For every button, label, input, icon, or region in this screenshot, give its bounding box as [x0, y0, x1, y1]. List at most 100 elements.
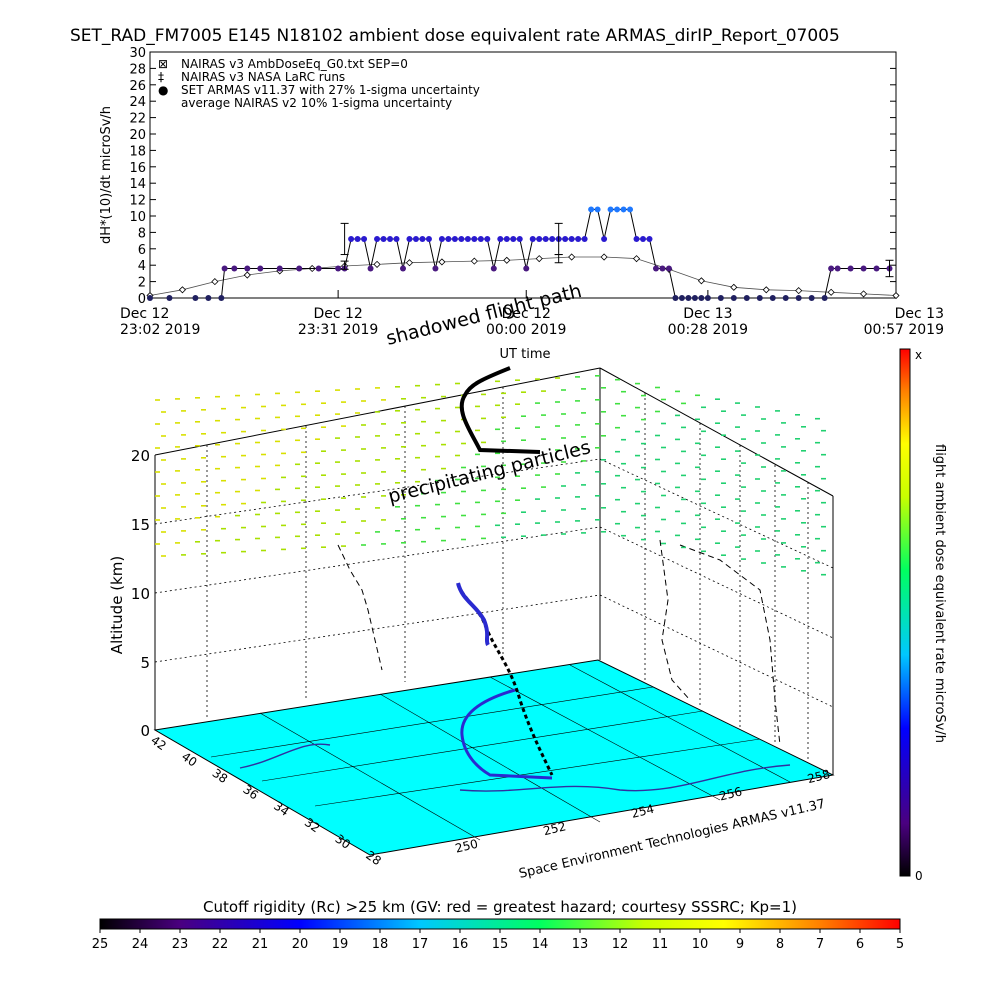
- legend-entry: SET ARMAS v11.37 with 27% 1-sigma uncert…: [181, 83, 480, 97]
- wall-grid: [154, 387, 834, 762]
- armas-point: [497, 235, 504, 242]
- nairas-point: [762, 286, 770, 294]
- y-tick-label: 10: [129, 210, 146, 225]
- nairas-point: [470, 257, 478, 265]
- armas-point: [458, 235, 465, 242]
- colorbar-tick-label: 19: [332, 937, 349, 952]
- x-tick-label-date: Dec 12: [120, 306, 169, 322]
- armas-point: [588, 206, 595, 213]
- ground-track: [239, 743, 791, 792]
- armas-point: [698, 295, 705, 301]
- armas-point: [419, 235, 426, 242]
- armas-point: [795, 295, 802, 301]
- armas-point: [743, 295, 750, 301]
- flight-path-ground-projection: [460, 688, 553, 780]
- ground-grid: [210, 664, 791, 841]
- nairas-point: [795, 287, 803, 295]
- armas-point: [503, 235, 510, 242]
- y-tick-label: 4: [138, 259, 146, 274]
- armas-point: [516, 235, 523, 242]
- flight-3d-panel: shadowed flight path precipitating parti…: [108, 280, 835, 882]
- armas-point: [374, 235, 381, 242]
- z-tick-label: 15: [131, 516, 150, 534]
- bottom-colorbar-ticks: 25 24 23 22 21 20 19 18 17 16 15 14 13 12 11 10 9 8 7 6 5: [92, 929, 904, 952]
- armas-point: [678, 295, 685, 301]
- colorbar-tick-label: 21: [252, 937, 269, 952]
- y-tick-label: 0: [138, 292, 146, 307]
- longitude-tick-label: 258: [806, 767, 832, 786]
- armas-point: [633, 235, 640, 242]
- nairas-point: [600, 253, 608, 261]
- armas-point: [672, 295, 679, 301]
- armas-point: [665, 265, 672, 272]
- armas-point: [361, 235, 368, 242]
- legend-entry: average NAIRAS v2 10% 1-sigma uncertaint…: [181, 96, 452, 110]
- longitude-tick-label: 256: [718, 784, 744, 803]
- armas-point: [445, 235, 452, 242]
- precipitating-particles: [155, 374, 826, 576]
- y-tick-label: 8: [138, 226, 146, 241]
- armas-point: [620, 206, 627, 213]
- wall-top-right: [599, 367, 834, 497]
- armas-point: [367, 265, 374, 272]
- shadow-trace-left: [337, 544, 383, 671]
- colorbar-tick-label: 11: [652, 937, 669, 952]
- z-axis-ticks: 0 5 10 15 20: [131, 447, 150, 740]
- nairas-point: [568, 253, 576, 261]
- armas-point: [484, 235, 491, 242]
- z-tick-label: 5: [140, 654, 150, 672]
- armas-point: [335, 265, 342, 272]
- armas-point: [425, 235, 432, 242]
- z-tick-label: 10: [131, 585, 150, 603]
- armas-point: [354, 235, 361, 242]
- nairas-point: [405, 259, 414, 267]
- armas-point: [834, 265, 841, 272]
- shadow-trace-right: [659, 539, 691, 701]
- armas-point: [218, 295, 225, 301]
- colorbar-tick-label: 20: [292, 937, 309, 952]
- armas-point: [652, 265, 659, 272]
- armas-point: [594, 206, 601, 213]
- armas-point: [231, 265, 238, 272]
- colorbar-tick-label: 18: [372, 937, 389, 952]
- armas-point: [412, 235, 419, 242]
- armas-point: [387, 235, 394, 242]
- bottom-colorbar-title: Cutoff rigidity (Rc) >25 km (GV: red = g…: [203, 898, 797, 916]
- armas-point: [315, 265, 322, 272]
- nairas-point: [178, 286, 187, 294]
- armas-point: [464, 235, 471, 242]
- colorbar-tick-label: 15: [492, 937, 509, 952]
- armas-point: [205, 295, 212, 301]
- nairas-line: [149, 256, 897, 296]
- shadowed-flight-path: [459, 366, 541, 454]
- armas-point: [549, 235, 556, 242]
- armas-point: [646, 235, 653, 242]
- side-colorbar-bottom: 0: [915, 869, 923, 883]
- y-tick-label: 16: [129, 161, 146, 176]
- x-tick-label-time: 00:28 2019: [668, 322, 748, 338]
- longitude-tick-label: 254: [630, 802, 656, 821]
- armas-point: [523, 265, 530, 272]
- armas-point: [257, 265, 264, 272]
- x-axis-label: UT time: [500, 347, 551, 362]
- armas-point: [380, 235, 387, 242]
- y-tick-label: 22: [129, 112, 146, 127]
- z-tick-label: 0: [140, 722, 150, 740]
- nairas-point: [892, 291, 900, 300]
- flight-path-cruise: [456, 582, 490, 647]
- side-colorbar-label: flight ambient dose equivalent rate micr…: [932, 444, 947, 743]
- armas-point: [438, 235, 445, 242]
- x-tick-label-date: Dec 13: [895, 306, 944, 322]
- colorbar-tick-label: 7: [816, 937, 824, 952]
- legend-symbol: ●: [158, 83, 168, 97]
- armas-point: [782, 295, 789, 301]
- nairas-point: [632, 255, 641, 263]
- nairas-point: [373, 260, 381, 268]
- chart-title: SET_RAD_FM7005 E145 N18102 ambient dose …: [70, 26, 840, 46]
- colorbar-tick-label: 9: [736, 937, 744, 952]
- annotation-precipitating: precipitating particles: [386, 436, 593, 508]
- armas-point: [221, 265, 228, 272]
- x-tick-label-date: Dec 13: [683, 306, 732, 322]
